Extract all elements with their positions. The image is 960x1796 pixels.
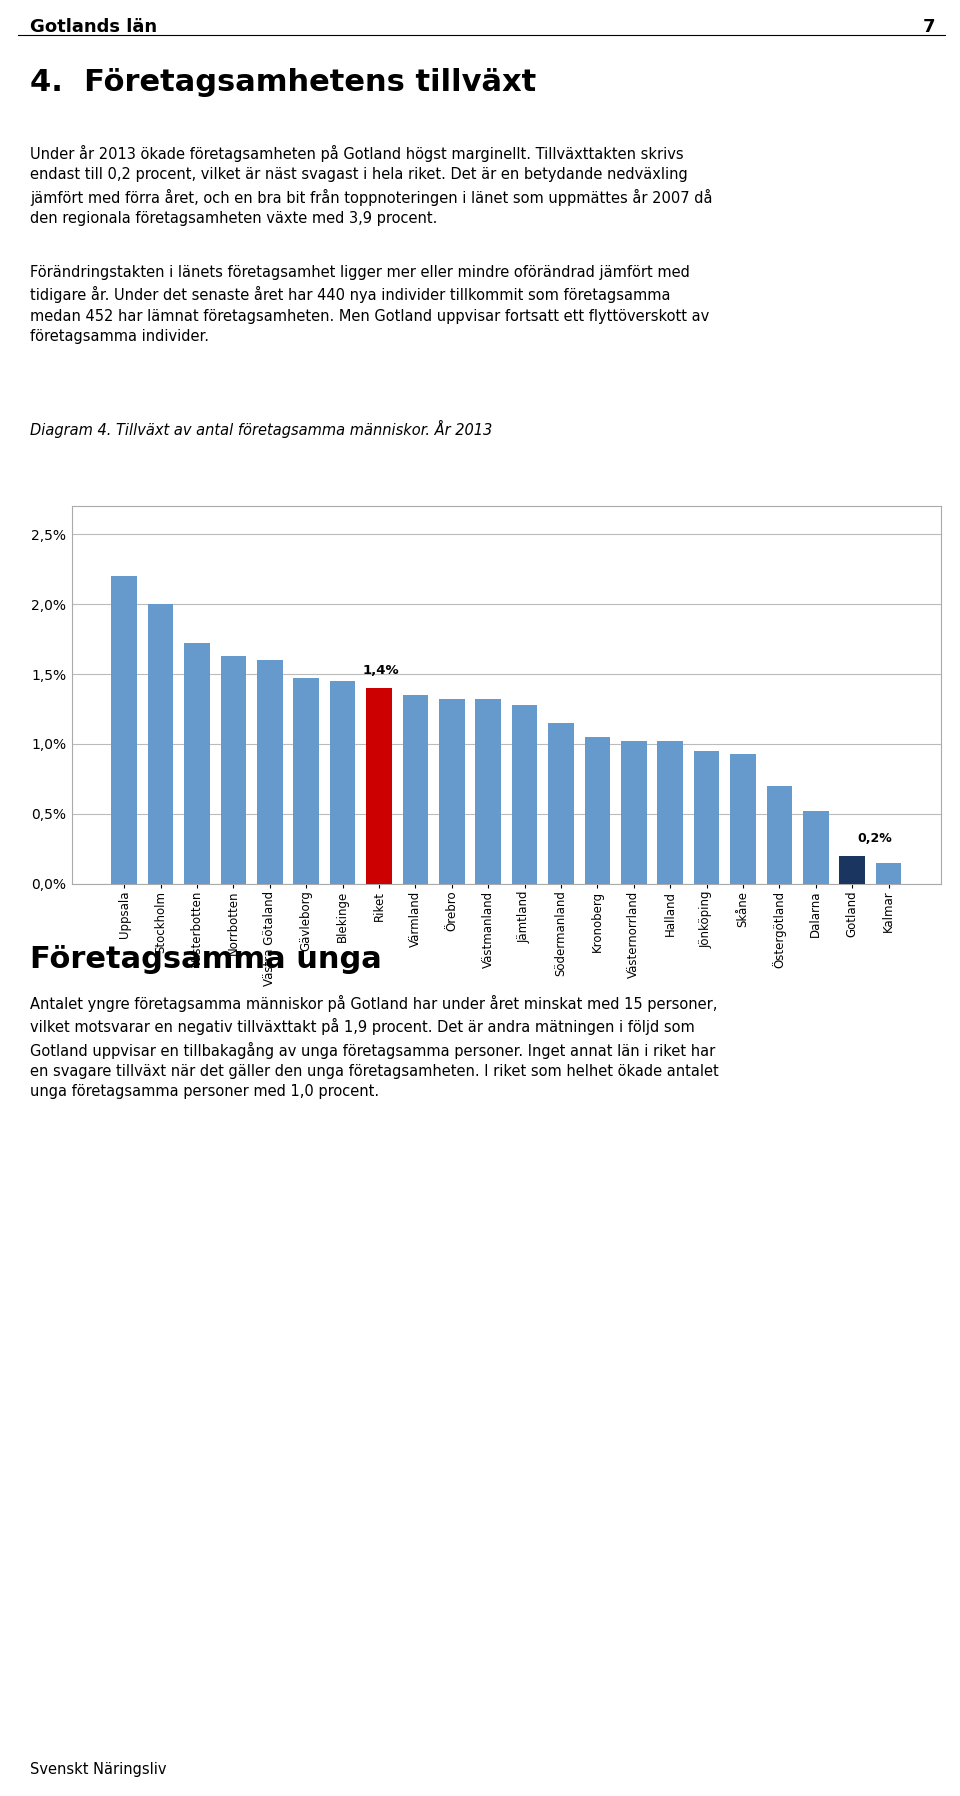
Bar — [475, 699, 501, 884]
Bar — [439, 699, 465, 884]
Bar — [512, 704, 538, 884]
Text: Företagsamma unga: Företagsamma unga — [30, 945, 382, 973]
Bar — [767, 787, 792, 884]
Bar — [111, 577, 137, 884]
Text: Under år 2013 ökade företagsamheten på Gotland högst marginellt. Tillväxttakten : Under år 2013 ökade företagsamheten på G… — [30, 145, 712, 226]
Bar — [694, 751, 719, 884]
Bar — [658, 742, 683, 884]
Text: Antalet yngre företagsamma människor på Gotland har under året minskat med 15 pe: Antalet yngre företagsamma människor på … — [30, 995, 719, 1099]
Bar — [402, 695, 428, 884]
Bar — [257, 661, 282, 884]
Bar — [585, 736, 611, 884]
Text: Diagram 4. Tillväxt av antal företagsamma människor. År 2013: Diagram 4. Tillväxt av antal företagsamm… — [30, 420, 492, 438]
Text: 1,4%: 1,4% — [363, 665, 399, 677]
Bar — [731, 754, 756, 884]
Bar — [294, 679, 319, 884]
Text: 7: 7 — [923, 18, 935, 36]
Bar — [184, 643, 210, 884]
Bar — [839, 855, 865, 884]
Bar — [876, 862, 901, 884]
Text: Svenskt Näringsliv: Svenskt Näringsliv — [30, 1762, 166, 1776]
Bar — [621, 742, 646, 884]
Bar — [548, 724, 574, 884]
Text: Gotlands län: Gotlands län — [30, 18, 157, 36]
Bar — [330, 681, 355, 884]
Text: 4.  Företagsamhetens tillväxt: 4. Företagsamhetens tillväxt — [30, 68, 537, 97]
Bar — [221, 656, 246, 884]
Bar — [803, 812, 828, 884]
Bar — [148, 603, 174, 884]
Text: 0,2%: 0,2% — [857, 832, 893, 844]
Bar — [367, 688, 392, 884]
Text: Förändringstakten i länets företagsamhet ligger mer eller mindre oförändrad jämf: Förändringstakten i länets företagsamhet… — [30, 266, 709, 345]
